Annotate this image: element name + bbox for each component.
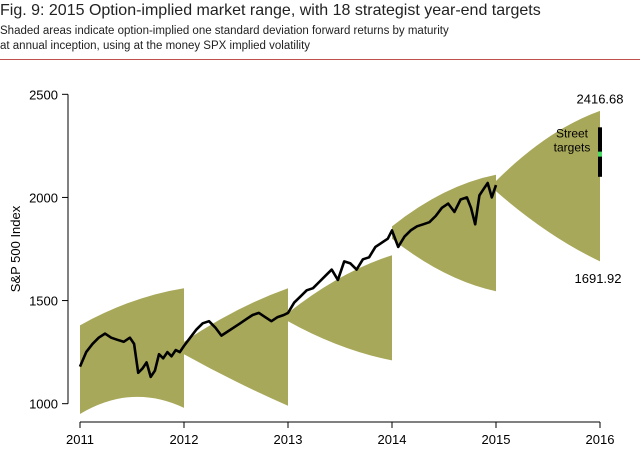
band-bottom-label: 1691.92	[575, 271, 622, 286]
implied-range-band-2013	[288, 255, 392, 361]
implied-range-band-2012	[184, 288, 288, 406]
figure-subtitle-line1: Shaded areas indicate option-implied one…	[0, 25, 449, 37]
figure-subtitle-line2: at annual inception, using at the money …	[0, 40, 311, 52]
x-tick-label-2016: 2016	[586, 432, 615, 447]
x-tick-label-2015: 2015	[482, 432, 511, 447]
implied-range-band-2015	[496, 110, 600, 262]
bands-layer	[80, 110, 600, 414]
targets-layer	[598, 127, 602, 177]
sp500-series-line	[78, 181, 498, 379]
street-targets-median-marker	[598, 151, 602, 157]
y-axis-label: S&P 500 Index	[8, 205, 23, 292]
implied-range-band-2011	[80, 288, 184, 414]
band-top-label: 2416.68	[577, 91, 624, 106]
y-tick-label-2000: 2000	[29, 190, 58, 205]
axis-layer	[67, 94, 600, 423]
figure-subtitle: Shaded areas indicate option-implied one…	[0, 24, 449, 54]
street-targets-label-line2: targets	[554, 141, 591, 155]
x-tick-label-2012: 2012	[170, 432, 199, 447]
y-tick-label-1500: 1500	[29, 294, 58, 309]
y-tick-label-2500: 2500	[29, 87, 58, 102]
sp500-range-chart: 2011 2012 2013 2014 2015 2016 1000 1500 2000 2500…	[8, 87, 624, 447]
figure-title: Fig. 9: 2015 Option-implied market range…	[0, 2, 541, 19]
x-tick-label-2014: 2014	[378, 432, 407, 447]
title-divider	[0, 59, 640, 60]
x-tick-label-2011: 2011	[66, 432, 94, 447]
street-targets-label-line1: Street	[556, 127, 589, 141]
ticks-layer: 2011 2012 2013 2014 2015 2016 1000 1500 2000 2500	[29, 87, 614, 447]
y-tick-label-1000: 1000	[29, 397, 58, 412]
x-tick-label-2013: 2013	[274, 432, 303, 447]
